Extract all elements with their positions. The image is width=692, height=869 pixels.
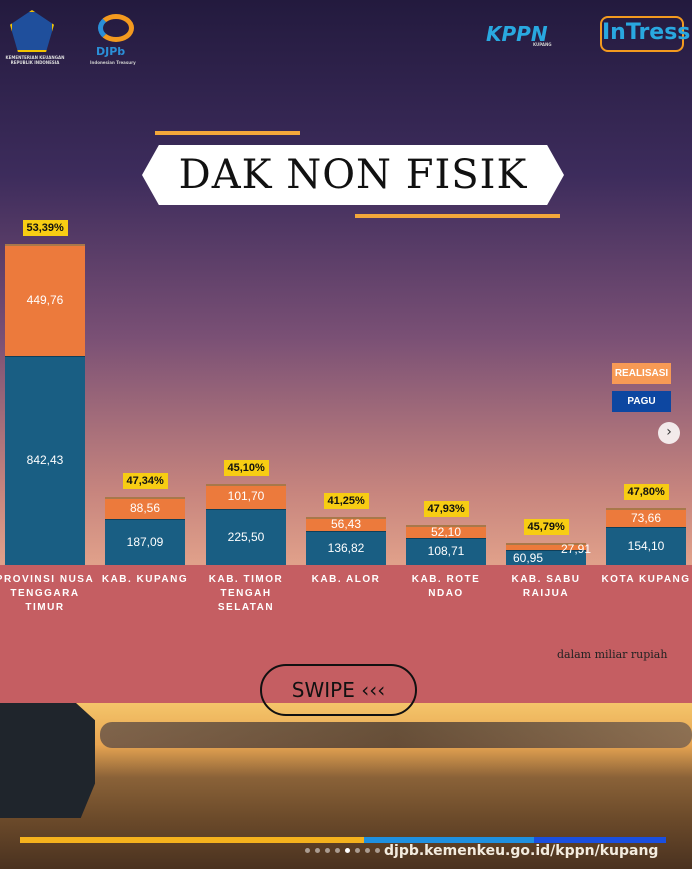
carousel-dot[interactable]	[315, 848, 320, 853]
carousel-dot[interactable]	[345, 848, 350, 853]
category-label: KAB. KUPANG	[101, 574, 189, 585]
next-slide-button[interactable]: ›	[658, 422, 680, 444]
category-label: KAB. ROTE NDAO	[411, 574, 481, 599]
legend-pagu: PAGU	[612, 391, 671, 412]
category-label: KAB. TIMOR TENGAH SELATAN	[208, 574, 284, 613]
legend-realisasi: REALISASI	[612, 363, 671, 384]
label-percent: 41,25%	[323, 492, 369, 509]
category-label: KAB. ALOR	[311, 574, 381, 585]
category-label: KAB. SABU RAIJUA	[511, 574, 581, 599]
carousel-dot[interactable]	[325, 848, 330, 853]
carousel-dot[interactable]	[335, 848, 340, 853]
title-decoration	[155, 131, 300, 135]
label-pagu: 187,09	[126, 534, 164, 549]
chevrons-left-icon: ‹‹‹	[361, 678, 386, 702]
carousel-dot[interactable]	[375, 848, 380, 853]
label-realisasi: 449,76	[26, 292, 64, 307]
bar-realisasi	[105, 496, 185, 519]
label-percent: 47,34%	[122, 472, 168, 489]
intress-logo: InTress	[600, 16, 690, 52]
bar-pagu	[506, 549, 586, 565]
ship-silhouette	[0, 703, 95, 818]
label-percent: 47,80%	[623, 484, 669, 501]
footer-stripe-yellow	[20, 837, 364, 843]
bar-realisasi	[5, 244, 85, 356]
label-realisasi: 56,43	[330, 517, 362, 531]
chevron-right-icon: ›	[666, 424, 672, 440]
djpb-logo-sub: Indonesian Treasury	[90, 60, 136, 65]
bar-pagu	[406, 537, 486, 565]
category-band	[0, 565, 692, 703]
bar-pagu	[5, 355, 85, 565]
kppn-logo-sub: KUPANG	[533, 42, 552, 47]
bar-realisasi	[606, 508, 686, 527]
bar-pagu	[606, 526, 686, 565]
bar-pagu	[105, 518, 185, 565]
label-pagu: 154,10	[627, 538, 665, 553]
label-realisasi: 88,56	[129, 500, 161, 515]
djpb-logo: DJPb	[96, 45, 126, 58]
swipe-button[interactable]: SWIPE ‹‹‹	[260, 664, 417, 716]
category-label: PROVINSI NUSA TENGGARA TIMUR	[0, 574, 95, 613]
djpb-logo-mark	[98, 14, 134, 42]
label-pagu: 60,95	[512, 551, 544, 565]
label-percent: 45,79%	[523, 518, 569, 535]
kemenkeu-logo-text: KEMENTERIAN KEUANGAN REPUBLIK INDONESIA	[5, 55, 65, 65]
page-title: DAK NON FISIK	[142, 145, 564, 205]
label-percent: 47,93%	[423, 501, 469, 518]
label-pagu: 136,82	[327, 541, 365, 555]
label-percent: 45,10%	[223, 459, 269, 476]
clouds	[100, 722, 692, 748]
bar-pagu	[306, 531, 386, 565]
category-label: KOTA KUPANG	[601, 574, 691, 585]
carousel-dot[interactable]	[365, 848, 370, 853]
website-url: djpb.kemenkeu.go.id/kppn/kupang	[384, 843, 659, 859]
label-percent: 53,39%	[22, 220, 68, 236]
title-decoration	[355, 214, 560, 218]
carousel-dot[interactable]	[305, 848, 310, 853]
label-realisasi: 73,66	[630, 510, 662, 525]
label-pagu: 108,71	[427, 544, 465, 559]
footer-stripe-lightblue	[364, 837, 534, 843]
unit-note: dalam miliar rupiah	[557, 648, 668, 661]
label-realisasi: 27,91	[560, 541, 592, 556]
label-pagu: 225,50	[227, 529, 265, 544]
label-realisasi: 101,70	[227, 489, 265, 504]
label-pagu: 842,43	[26, 453, 64, 468]
bar-pagu	[206, 508, 286, 565]
bar-realisasi	[506, 542, 586, 550]
label-realisasi: 52,10	[430, 524, 462, 539]
bar-realisasi	[306, 516, 386, 531]
bar-realisasi	[406, 525, 486, 538]
carousel-dot[interactable]	[355, 848, 360, 853]
bar-realisasi	[206, 483, 286, 509]
kppn-logo: KPPN	[486, 22, 548, 46]
swipe-label: SWIPE	[291, 678, 355, 702]
footer-stripe-blue	[534, 837, 666, 843]
